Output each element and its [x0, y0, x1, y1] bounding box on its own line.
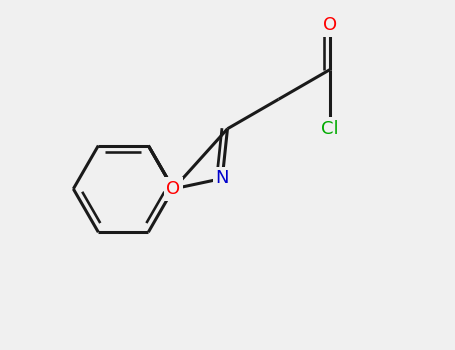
Text: O: O [323, 16, 337, 34]
Text: N: N [216, 169, 229, 188]
Text: O: O [166, 180, 180, 198]
Text: Cl: Cl [321, 120, 339, 138]
